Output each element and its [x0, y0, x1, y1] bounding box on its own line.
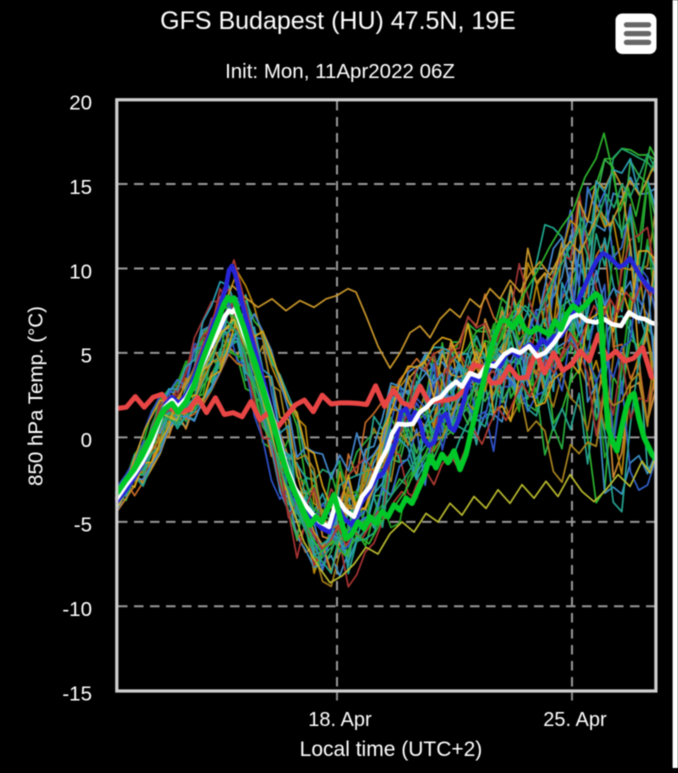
svg-text:Local time (UTC+2): Local time (UTC+2): [300, 738, 483, 761]
svg-text:0: 0: [81, 429, 92, 452]
svg-text:-15: -15: [62, 683, 92, 706]
svg-text:-10: -10: [62, 598, 92, 621]
svg-text:850 hPa Temp. (°C): 850 hPa Temp. (°C): [25, 306, 48, 486]
svg-text:GFS Budapest (HU) 47.5N, 19E: GFS Budapest (HU) 47.5N, 19E: [160, 7, 516, 35]
svg-text:25. Apr: 25. Apr: [543, 709, 607, 731]
svg-text:18. Apr: 18. Apr: [308, 709, 372, 731]
svg-text:Init: Mon, 11Apr2022 06Z: Init: Mon, 11Apr2022 06Z: [225, 60, 455, 83]
svg-text:5: 5: [81, 345, 92, 368]
svg-text:15: 15: [69, 176, 92, 199]
svg-text:-5: -5: [74, 514, 92, 537]
svg-text:20: 20: [69, 91, 92, 114]
svg-text:10: 10: [69, 260, 92, 283]
